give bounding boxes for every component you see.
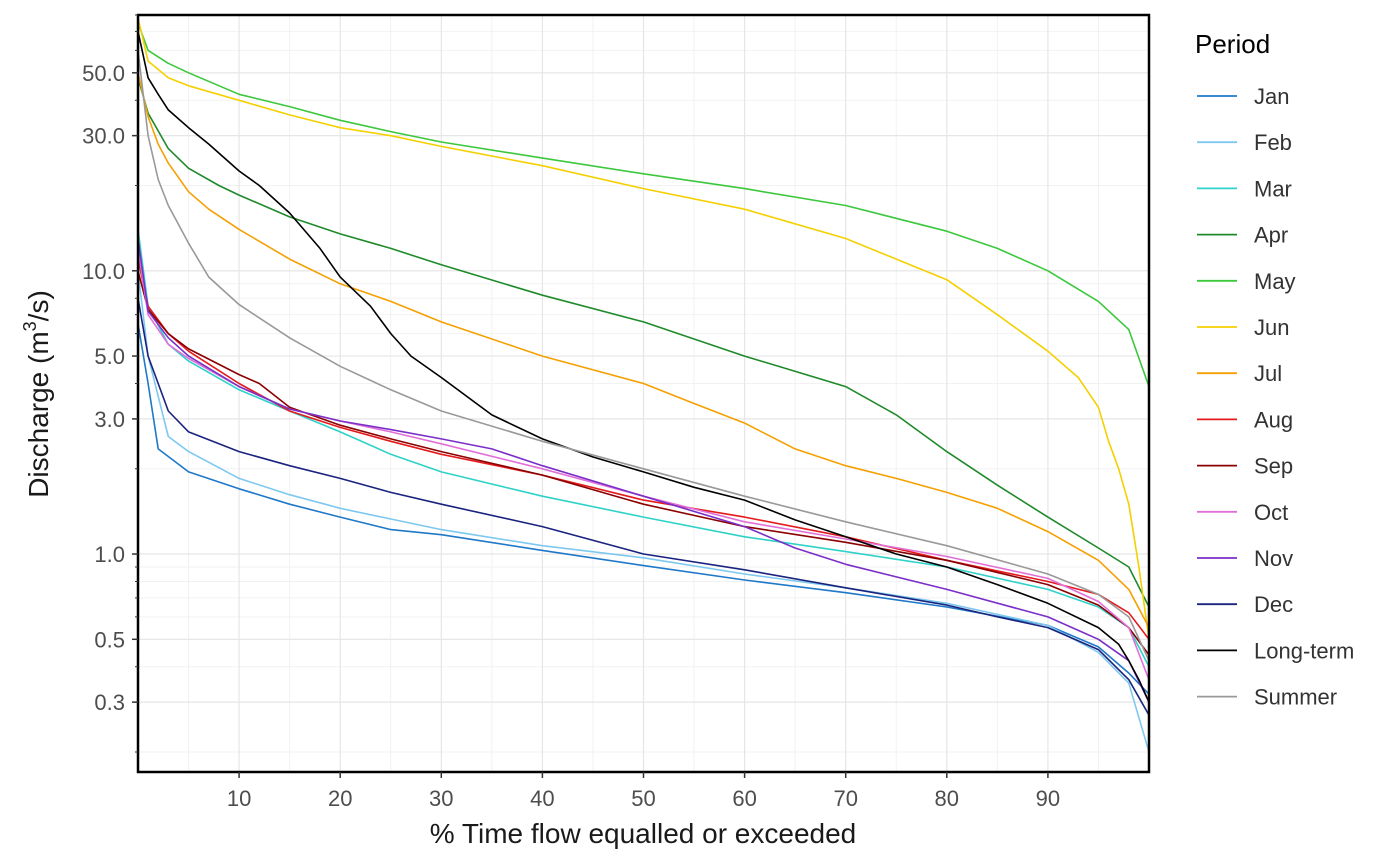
- x-tick-label: 90: [1036, 786, 1060, 811]
- y-tick-label: 5.0: [94, 344, 125, 369]
- y-tick-label: 3.0: [94, 407, 125, 432]
- x-axis-title: % Time flow equalled or exceeded: [430, 818, 856, 849]
- legend-label-long-term: Long-term: [1254, 638, 1354, 663]
- legend-title: Period: [1195, 29, 1270, 59]
- legend-label-feb: Feb: [1254, 130, 1292, 155]
- y-tick-label: 0.5: [94, 627, 125, 652]
- series-line-long-term: [137, 31, 1150, 703]
- x-tick-label: 20: [328, 786, 352, 811]
- legend-label-may: May: [1254, 269, 1296, 294]
- series-line-nov: [137, 238, 1150, 703]
- series-line-aug: [137, 258, 1150, 640]
- legend-label-oct: Oct: [1254, 500, 1288, 525]
- y-axis: 0.3 0.5 1.0 3.0 5.0 10.0 30.0 50.0: [82, 14, 138, 753]
- legend-label-jun: Jun: [1254, 315, 1289, 340]
- y-tick-label: 0.3: [94, 690, 125, 715]
- series-line-summer: [137, 50, 1150, 662]
- series-line-jul: [137, 72, 1150, 628]
- legend-items: Jan Feb Mar Apr May Jun Jul Aug Sep Oct Nov Dec Long…: [1197, 84, 1354, 710]
- legend-label-summer: Summer: [1254, 685, 1337, 710]
- series-line-oct: [137, 248, 1150, 680]
- series-line-may: [137, 22, 1150, 387]
- series-line-jun: [137, 17, 1150, 640]
- x-tick-label: 50: [631, 786, 655, 811]
- series-line-feb: [137, 270, 1150, 753]
- x-tick-label: 10: [227, 786, 251, 811]
- y-axis-title: Discharge (m3/s): [20, 290, 54, 498]
- legend: Period Jan Feb Mar Apr May Jun Jul Aug Sep Oct Nov…: [1195, 29, 1354, 710]
- x-axis: 10 20 30 40 50 60 70 80 90: [227, 772, 1060, 811]
- x-tick-label: 30: [429, 786, 453, 811]
- series-line-dec: [137, 298, 1150, 716]
- legend-label-mar: Mar: [1254, 176, 1292, 201]
- x-tick-label: 60: [732, 786, 756, 811]
- x-tick-label: 80: [935, 786, 959, 811]
- legend-label-dec: Dec: [1254, 592, 1293, 617]
- legend-label-apr: Apr: [1254, 223, 1288, 248]
- legend-label-sep: Sep: [1254, 454, 1293, 479]
- series-line-mar: [137, 229, 1150, 668]
- legend-label-nov: Nov: [1254, 546, 1293, 571]
- y-axis-title-end: /s): [23, 290, 54, 321]
- series-line-sep: [137, 270, 1150, 656]
- legend-label-jan: Jan: [1254, 84, 1289, 109]
- legend-label-aug: Aug: [1254, 407, 1293, 432]
- series-line-apr: [137, 77, 1150, 608]
- y-tick-label: 10.0: [82, 259, 125, 284]
- y-tick-label: 1.0: [94, 542, 125, 567]
- series-layer: [137, 17, 1150, 753]
- y-tick-label: 50.0: [82, 61, 125, 86]
- y-axis-title-superscript: 3: [20, 321, 40, 331]
- grid-major: [138, 15, 1149, 772]
- y-tick-label: 30.0: [82, 124, 125, 149]
- legend-label-jul: Jul: [1254, 361, 1282, 386]
- y-axis-title-main: Discharge (m: [23, 331, 54, 497]
- x-tick-label: 70: [833, 786, 857, 811]
- x-tick-label: 40: [530, 786, 554, 811]
